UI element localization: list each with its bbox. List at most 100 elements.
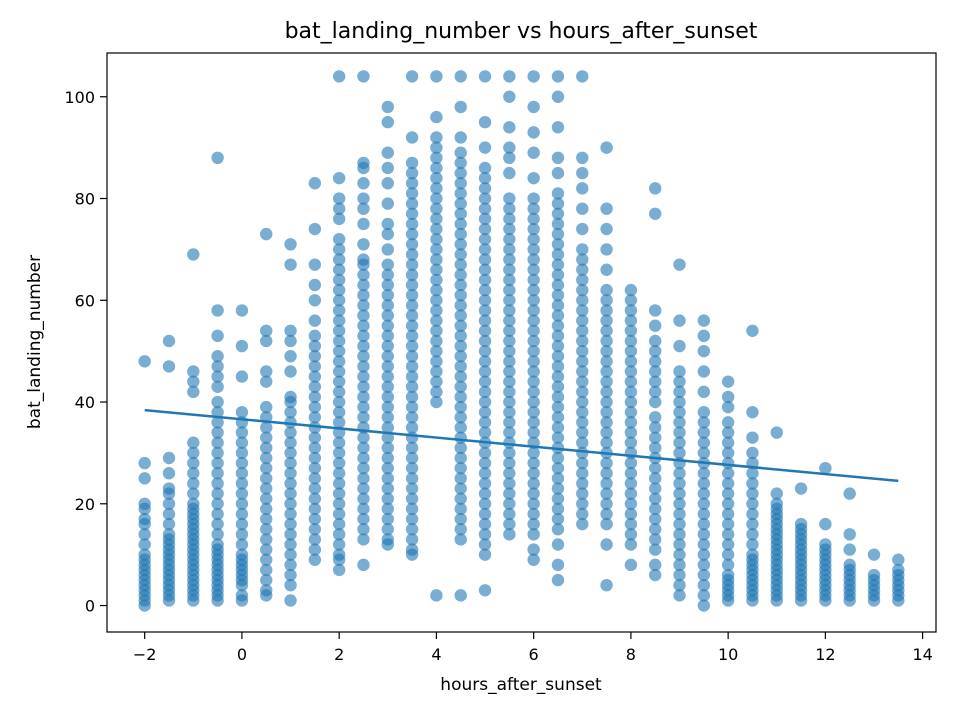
scatter-point xyxy=(527,467,540,480)
scatter-point xyxy=(527,553,540,566)
scatter-point xyxy=(697,528,711,541)
scatter-point xyxy=(503,283,516,297)
scatter-point xyxy=(308,314,322,327)
scatter-point xyxy=(332,538,346,551)
scatter-point xyxy=(843,558,856,572)
scatter-point xyxy=(284,538,297,551)
scatter-point xyxy=(600,365,613,378)
scatter-point xyxy=(260,451,273,465)
scatter-point xyxy=(649,523,662,536)
scatter-point xyxy=(576,467,589,480)
scatter-point xyxy=(284,334,297,348)
scatter-point xyxy=(478,233,492,246)
scatter-point xyxy=(235,548,249,561)
scatter-point xyxy=(503,477,516,490)
scatter-point xyxy=(527,487,540,500)
scatter-point xyxy=(527,202,540,215)
scatter-point xyxy=(624,365,638,378)
scatter-point xyxy=(576,344,589,358)
scatter-point xyxy=(673,517,686,531)
scatter-point xyxy=(600,222,613,236)
scatter-point xyxy=(503,395,516,409)
scatter-point xyxy=(138,355,151,368)
scatter-point xyxy=(308,431,322,444)
scatter-point xyxy=(649,558,662,572)
scatter-point xyxy=(454,238,467,251)
scatter-point xyxy=(381,360,394,373)
scatter-point xyxy=(284,436,297,449)
scatter-point xyxy=(332,294,346,307)
scatter-point xyxy=(308,523,322,536)
scatter-point xyxy=(405,502,419,516)
scatter-point xyxy=(405,70,419,83)
scatter-point xyxy=(454,350,467,363)
x-tick-label: 0 xyxy=(237,645,247,664)
scatter-point xyxy=(332,395,346,409)
scatter-point xyxy=(503,263,516,276)
scatter-point xyxy=(357,558,370,572)
scatter-point xyxy=(332,192,346,205)
scatter-point xyxy=(819,461,832,475)
scatter-point xyxy=(551,248,565,261)
scatter-point xyxy=(673,436,686,449)
scatter-point xyxy=(600,436,613,449)
scatter-point xyxy=(260,512,273,526)
scatter-point xyxy=(381,502,394,516)
scatter-point xyxy=(332,563,346,577)
scatter-point xyxy=(211,446,224,460)
scatter-point xyxy=(187,375,200,388)
scatter-point xyxy=(551,197,565,210)
scatter-point xyxy=(308,472,322,485)
scatter-point xyxy=(649,421,662,434)
scatter-point xyxy=(381,370,394,383)
scatter-point xyxy=(405,309,419,322)
scatter-point xyxy=(235,446,249,460)
scatter-point xyxy=(357,202,370,215)
scatter-point xyxy=(454,166,467,180)
scatter-point xyxy=(430,222,443,236)
scatter-point xyxy=(624,294,638,307)
scatter-point xyxy=(649,502,662,516)
scatter-point xyxy=(576,426,589,439)
scatter-point xyxy=(357,192,370,205)
scatter-point xyxy=(600,141,613,154)
scatter-point xyxy=(697,365,711,378)
scatter-point xyxy=(551,238,565,251)
scatter-point xyxy=(576,406,589,419)
scatter-point xyxy=(454,411,467,424)
scatter-point xyxy=(576,263,589,276)
scatter-point xyxy=(721,400,735,414)
scatter-point xyxy=(600,507,613,521)
scatter-point xyxy=(381,319,394,332)
scatter-point xyxy=(357,533,370,546)
scatter-point xyxy=(187,365,200,378)
scatter-point xyxy=(478,334,492,348)
scatter-point xyxy=(381,482,394,495)
scatter-point xyxy=(357,512,370,526)
scatter-point xyxy=(600,578,613,592)
y-tick-label: 100 xyxy=(64,88,95,107)
scatter-point xyxy=(746,528,759,541)
scatter-point xyxy=(381,309,394,322)
scatter-point xyxy=(721,416,735,429)
x-axis-label: hours_after_sunset xyxy=(440,675,602,695)
scatter-point xyxy=(381,533,394,546)
scatter-point xyxy=(673,385,686,399)
scatter-point xyxy=(478,253,492,266)
scatter-point xyxy=(746,406,759,419)
scatter-point xyxy=(576,416,589,429)
scatter-point xyxy=(454,278,467,292)
scatter-point xyxy=(721,487,735,500)
scatter-point xyxy=(551,360,565,373)
scatter-point xyxy=(503,365,516,378)
scatter-point xyxy=(697,538,711,551)
scatter-point xyxy=(357,238,370,251)
scatter-point xyxy=(624,334,638,348)
scatter-point xyxy=(381,258,394,271)
scatter-point xyxy=(551,390,565,404)
scatter-point xyxy=(235,426,249,439)
scatter-point xyxy=(357,288,370,302)
scatter-point xyxy=(284,548,297,561)
scatter-point xyxy=(430,233,443,246)
scatter-point xyxy=(576,355,589,368)
